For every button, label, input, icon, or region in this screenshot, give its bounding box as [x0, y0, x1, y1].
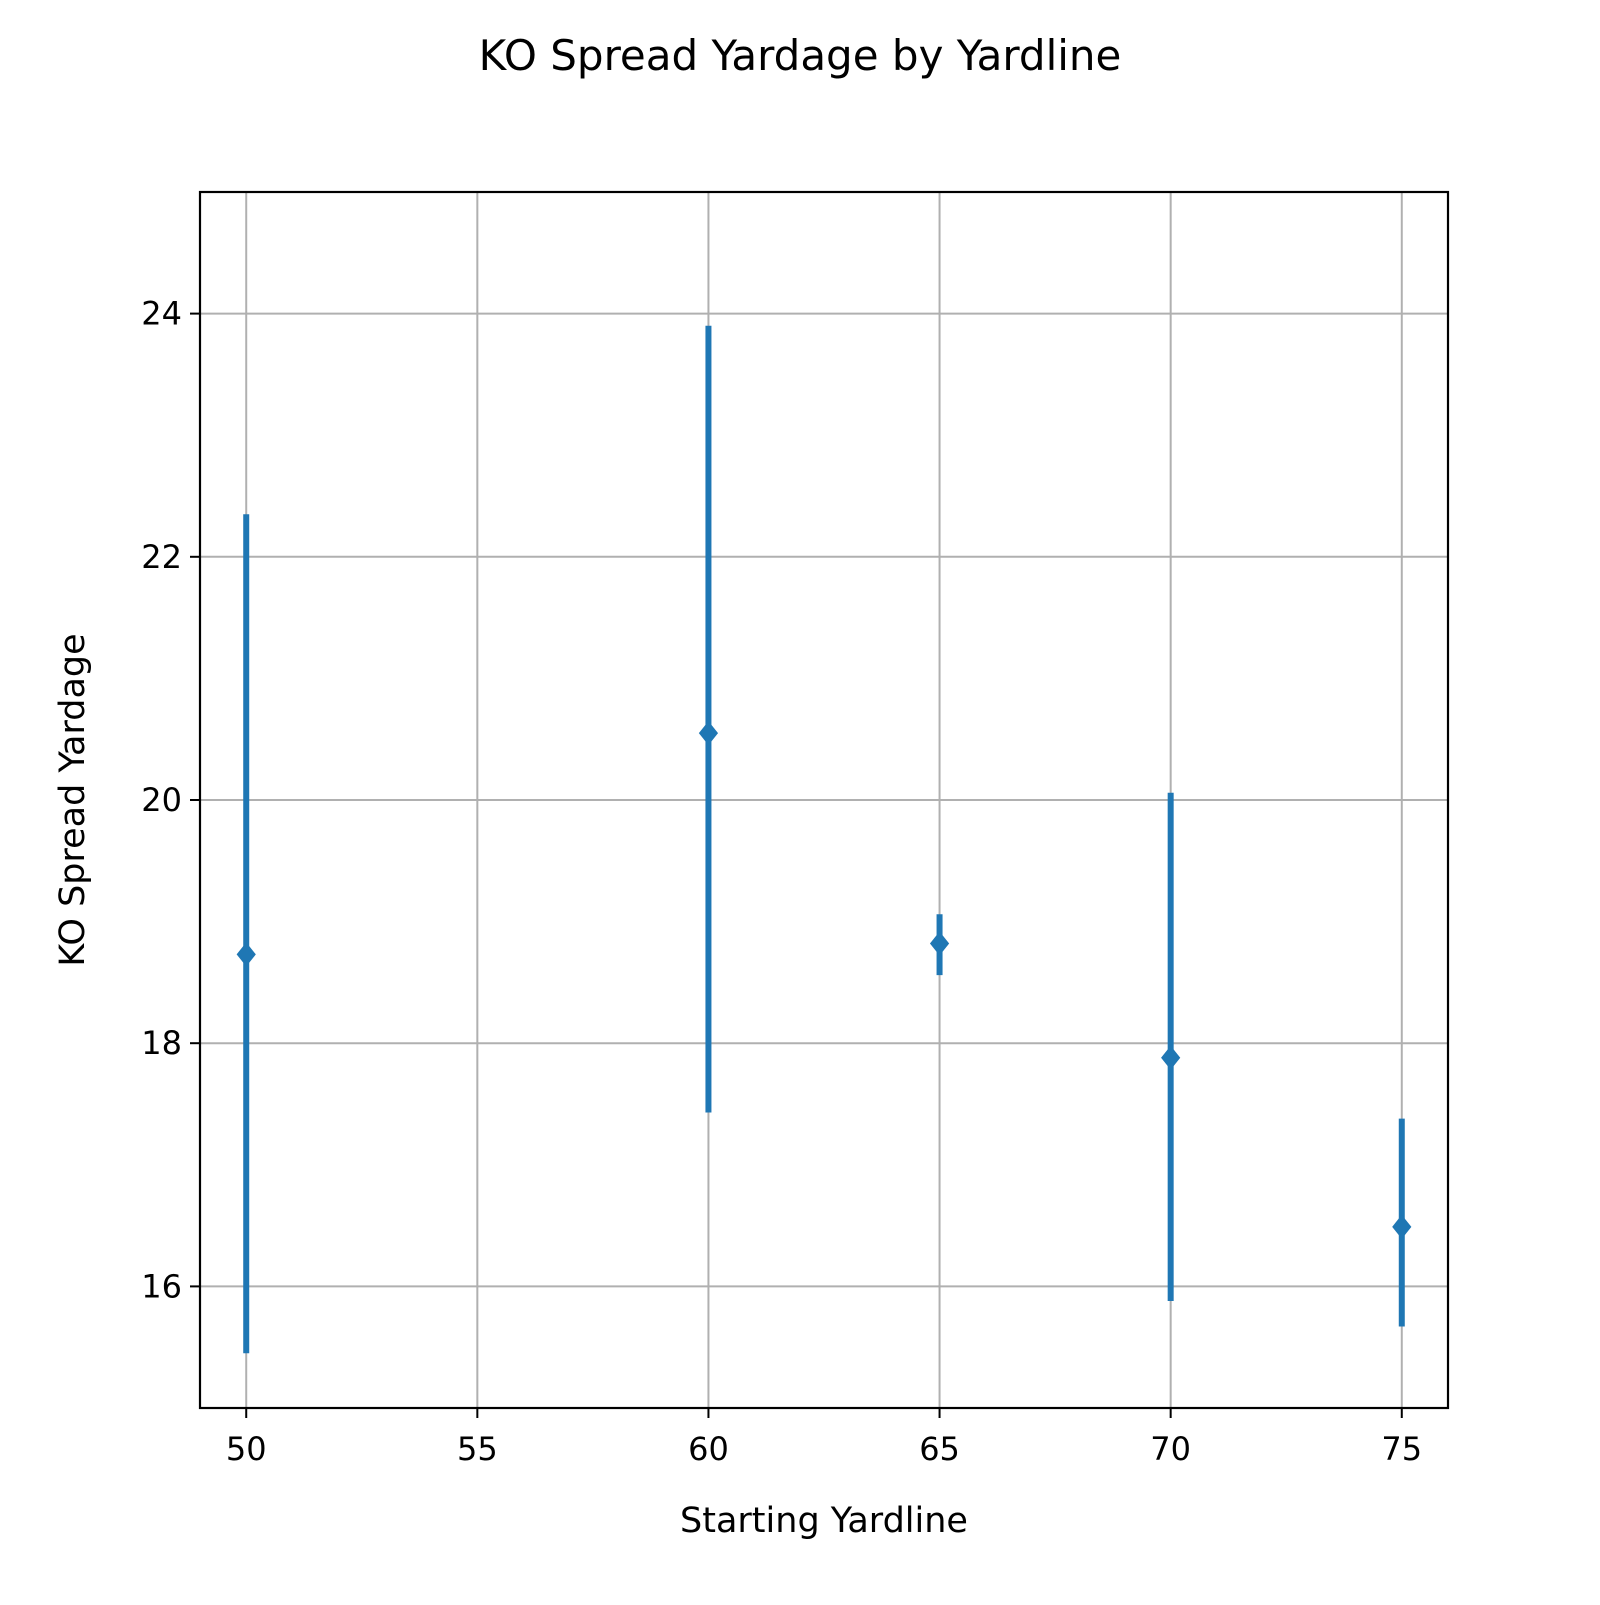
chart-title: KO Spread Yardage by Yardline	[479, 31, 1122, 80]
x-axis-label: Starting Yardline	[680, 1501, 968, 1541]
y-tick-label: 18	[141, 1024, 182, 1062]
data-point-marker	[1392, 1214, 1412, 1239]
y-tick-label: 16	[141, 1267, 182, 1305]
x-tick-label: 60	[688, 1430, 729, 1468]
data-point-group	[236, 514, 256, 1354]
data-point-marker	[698, 721, 719, 746]
data-point-marker	[236, 942, 256, 967]
data-point-group	[1161, 792, 1181, 1301]
x-tick-label: 50	[226, 1430, 267, 1468]
x-tick-label: 65	[919, 1430, 960, 1468]
x-tick-label: 55	[457, 1430, 498, 1468]
data-point-group	[929, 914, 950, 976]
y-axis-label: KO Spread Yardage	[53, 633, 93, 966]
data-point-marker	[929, 931, 950, 956]
data-series	[236, 325, 1412, 1354]
axis-ticks: 50 55 60 65 70 75 16 18 20 22 24	[141, 295, 1422, 1468]
data-point-group	[698, 325, 719, 1113]
y-tick-label: 20	[141, 781, 182, 819]
x-tick-label: 70	[1150, 1430, 1191, 1468]
x-tick-label: 75	[1381, 1430, 1422, 1468]
y-tick-label: 22	[141, 538, 182, 576]
data-point-group	[1392, 1118, 1412, 1327]
y-tick-label: 24	[141, 295, 182, 333]
data-point-marker	[1161, 1045, 1181, 1070]
